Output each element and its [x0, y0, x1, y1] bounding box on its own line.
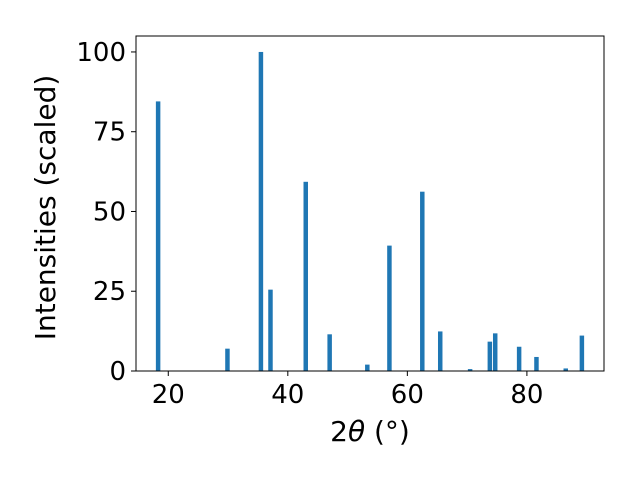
y-tick-label-1: 25: [93, 277, 126, 307]
ticks-layer: 20 40 60 80 0 25 50 75 100: [76, 38, 543, 410]
bar-13: [516, 346, 522, 371]
bar-12: [492, 333, 498, 371]
y-axis-label: Intensities (scaled): [29, 75, 62, 341]
plot-frame: [135, 35, 605, 372]
bar-11: [487, 341, 493, 371]
bar-5: [327, 334, 332, 371]
x-tick-label-3: 80: [510, 380, 543, 410]
x-axis-label-theta: θ: [348, 415, 365, 448]
x-axis-label-main: 2: [330, 415, 348, 448]
y-tick-label-4: 100: [76, 38, 126, 68]
y-tick-label-3: 75: [93, 118, 126, 148]
bar-15: [563, 368, 568, 371]
bar-10: [467, 369, 473, 371]
bar-1: [225, 348, 230, 371]
bar-16: [579, 335, 585, 371]
bar-0: [155, 101, 161, 372]
y-tick-label-2: 50: [93, 197, 126, 227]
x-tick-label-0: 20: [152, 380, 185, 410]
bar-8: [420, 191, 425, 371]
bar-7: [387, 245, 392, 371]
bar-4: [303, 181, 308, 371]
bar-6: [365, 364, 370, 371]
x-tick-label-2: 60: [391, 380, 424, 410]
bar-3: [268, 289, 273, 371]
bars-layer: [155, 51, 585, 372]
bar-9: [437, 331, 443, 371]
x-tick-label-1: 40: [271, 380, 304, 410]
x-axis-label: 2θ (°): [330, 415, 410, 448]
y-tick-label-0: 0: [109, 357, 126, 387]
x-axis-label-unit: (°): [365, 415, 410, 448]
bar-2: [258, 51, 264, 371]
bar-14: [534, 356, 539, 371]
